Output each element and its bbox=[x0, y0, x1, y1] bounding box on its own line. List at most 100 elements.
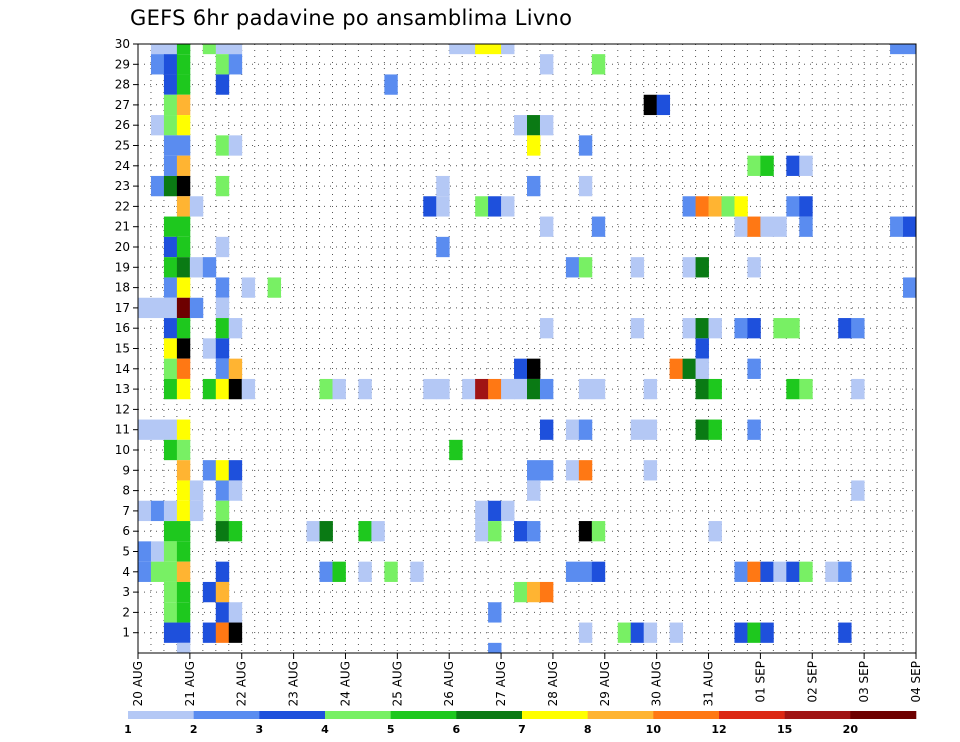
precip-cell bbox=[578, 622, 593, 643]
precip-cell bbox=[708, 378, 722, 400]
precip-cell bbox=[332, 378, 346, 400]
precip-cell bbox=[228, 44, 243, 55]
precip-cell bbox=[734, 216, 748, 237]
precip-cell bbox=[527, 521, 541, 542]
precip-cell bbox=[747, 257, 761, 278]
precip-cell bbox=[539, 216, 554, 237]
precip-cell bbox=[501, 44, 515, 55]
precip-cell bbox=[176, 196, 191, 217]
precip-cell bbox=[176, 480, 191, 501]
precip-cell bbox=[176, 74, 191, 95]
precip-cell bbox=[851, 378, 865, 400]
precip-cell bbox=[747, 622, 761, 643]
precip-cell bbox=[682, 257, 696, 278]
y-tick-label: 1 bbox=[122, 626, 130, 640]
precip-cell bbox=[202, 257, 217, 278]
precip-cell bbox=[578, 460, 593, 481]
precip-cell bbox=[163, 277, 178, 298]
precip-cell bbox=[150, 541, 165, 562]
precip-cell bbox=[176, 460, 191, 481]
precip-cell bbox=[150, 175, 165, 197]
precip-cell bbox=[228, 378, 243, 400]
precip-cell bbox=[760, 561, 774, 582]
precip-cell bbox=[527, 378, 541, 400]
precip-cell bbox=[176, 561, 191, 582]
precip-cell bbox=[189, 480, 204, 501]
precip-cell bbox=[475, 500, 489, 522]
x-tick-label: 29 AUG bbox=[598, 661, 612, 706]
precip-cell bbox=[617, 622, 632, 643]
precip-cell bbox=[176, 439, 191, 461]
precip-cell bbox=[475, 44, 489, 55]
x-tick-label: 02 SEP bbox=[805, 661, 819, 703]
precip-cell bbox=[176, 94, 191, 116]
precip-cell bbox=[760, 216, 774, 237]
precip-cell bbox=[436, 175, 450, 197]
precip-cell bbox=[539, 378, 554, 400]
precip-cell bbox=[695, 318, 709, 339]
precip-cell bbox=[488, 44, 502, 55]
precip-cell bbox=[630, 419, 645, 440]
precip-cell bbox=[163, 378, 178, 400]
precip-cell bbox=[176, 175, 191, 197]
precip-cell bbox=[163, 521, 178, 542]
precip-cell bbox=[527, 135, 541, 156]
precip-cell bbox=[488, 521, 502, 542]
y-axis-ticks: 1234567891011121314151617181920212223242… bbox=[115, 37, 138, 640]
precip-cell bbox=[176, 155, 191, 176]
precip-cell bbox=[228, 480, 243, 501]
precip-cell bbox=[163, 581, 178, 603]
precip-cell bbox=[176, 521, 191, 542]
precip-cell bbox=[527, 358, 541, 379]
x-axis-ticks: 20 AUG 21 AUG 22 AUG 23 AUG 24 AUG 25 AUG 26 A… bbox=[131, 653, 923, 706]
precip-cell bbox=[475, 196, 489, 217]
y-tick-label: 28 bbox=[115, 78, 130, 92]
precip-cell bbox=[514, 358, 528, 379]
precip-cell bbox=[656, 94, 671, 116]
y-tick-label: 15 bbox=[115, 342, 130, 356]
y-tick-label: 11 bbox=[115, 423, 130, 437]
precip-cell bbox=[578, 257, 593, 278]
precip-cell bbox=[747, 318, 761, 339]
precip-cell bbox=[189, 196, 204, 217]
precip-cell bbox=[358, 378, 372, 400]
precip-cell bbox=[163, 318, 178, 339]
x-tick-label: 28 AUG bbox=[546, 661, 560, 706]
precip-cell bbox=[838, 318, 852, 339]
precip-cell bbox=[565, 460, 580, 481]
precip-cell bbox=[838, 561, 852, 582]
precip-cell bbox=[332, 561, 346, 582]
precip-cell bbox=[591, 521, 606, 542]
precip-cell bbox=[734, 622, 748, 643]
precip-cell bbox=[138, 500, 152, 522]
precip-cell bbox=[176, 318, 191, 339]
x-tick-label: 25 AUG bbox=[390, 661, 404, 706]
precip-cell bbox=[215, 175, 230, 197]
precip-cell bbox=[228, 318, 243, 339]
precip-cell bbox=[176, 602, 191, 623]
precip-cell bbox=[436, 236, 450, 258]
precip-cell bbox=[202, 581, 217, 603]
precip-cell bbox=[527, 581, 541, 603]
precip-cell bbox=[202, 378, 217, 400]
precip-cell bbox=[527, 175, 541, 197]
precip-cell bbox=[578, 521, 593, 542]
precip-cell bbox=[786, 561, 800, 582]
precip-cell bbox=[734, 561, 748, 582]
precip-cell bbox=[773, 216, 787, 237]
precip-cell bbox=[163, 541, 178, 562]
precip-cell bbox=[176, 642, 191, 653]
colorbar-swatch bbox=[128, 711, 194, 719]
precip-cell bbox=[475, 378, 489, 400]
precip-cell bbox=[138, 561, 152, 582]
precip-cell bbox=[721, 196, 735, 217]
precip-cell bbox=[358, 521, 372, 542]
y-tick-label: 14 bbox=[115, 362, 130, 376]
colorbar-label: 7 bbox=[518, 723, 526, 736]
precip-cell bbox=[488, 602, 502, 623]
x-tick-label: 30 AUG bbox=[650, 661, 664, 706]
precip-cell bbox=[488, 642, 502, 653]
y-tick-label: 23 bbox=[115, 179, 130, 193]
precip-cell bbox=[215, 318, 230, 339]
